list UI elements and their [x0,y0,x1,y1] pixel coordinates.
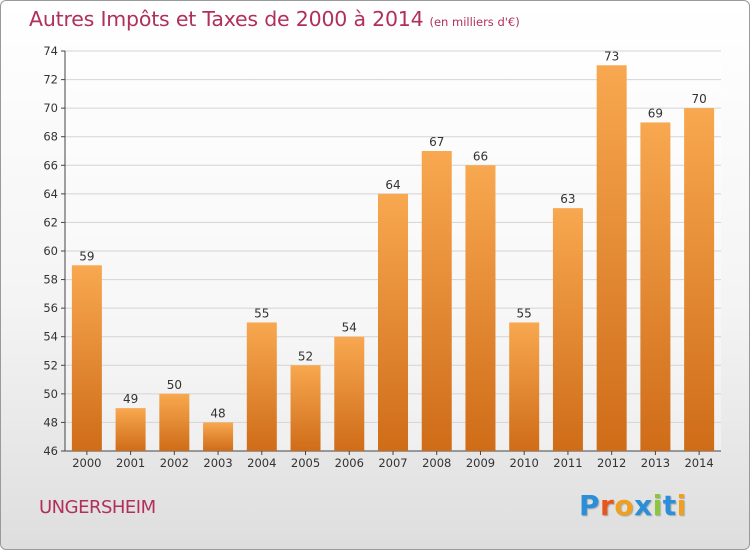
x-tick-label-2011: 2011 [553,456,582,470]
y-tick-label: 74 [43,44,58,58]
value-label-2004: 55 [254,306,269,320]
bar-2000 [71,265,102,451]
bar-2013 [640,122,671,451]
value-label-2000: 59 [79,249,94,263]
value-label-2005: 52 [298,349,313,363]
logo-letter: i [652,489,663,522]
value-label-2010: 55 [517,306,532,320]
chart-title-text: Autres Impôts et Taxes de 2000 à 2014 [29,7,424,31]
x-tick-label-2007: 2007 [378,456,407,470]
logo-letter: i [676,489,687,522]
y-tick-label: 54 [43,330,58,344]
bar-2003 [203,422,234,451]
logo-letter: r [600,489,615,522]
value-label-2013: 69 [648,106,663,120]
value-label-2006: 54 [342,321,357,335]
x-tick-label-2006: 2006 [335,456,364,470]
chart-title: Autres Impôts et Taxes de 2000 à 2014 (en… [29,7,520,31]
x-tick-label-2010: 2010 [510,456,539,470]
logo-letter: t [662,489,677,522]
x-tick-label-2002: 2002 [160,456,189,470]
x-tick-label-2001: 2001 [116,456,145,470]
x-tick-label-2012: 2012 [597,456,626,470]
y-tick-label: 72 [43,73,58,87]
bar-2012 [596,65,627,452]
x-tick-label-2005: 2005 [291,456,320,470]
y-tick-label: 50 [43,387,58,401]
value-label-2003: 48 [210,406,225,420]
x-tick-label-2009: 2009 [466,456,495,470]
data-labels: 59 49 50 48 55 52 54 64 67 66 55 63 73 69 70 [79,49,707,420]
x-tick-label-2004: 2004 [247,456,276,470]
bars [71,65,715,452]
bar-2009 [465,165,496,452]
commune-name: UNGERSHEIM [39,497,156,518]
chart-subtitle: (en milliers d'€) [429,15,520,29]
value-label-2008: 67 [429,135,444,149]
logo-letter: x [634,489,653,522]
y-tick-label: 62 [43,215,58,229]
bar-2001 [115,408,146,451]
bar-2011 [552,208,583,451]
y-tick-label: 68 [43,130,58,144]
x-tick-label-2013: 2013 [641,456,670,470]
y-tick-label: 64 [43,187,58,201]
value-label-2002: 50 [167,378,182,392]
x-tick-label-2014: 2014 [684,456,713,470]
bar-2002 [159,393,190,451]
bar-2007 [378,193,408,451]
value-label-2001: 49 [123,392,138,406]
y-tick-label: 46 [43,444,58,458]
bar-2006 [334,336,365,451]
x-tick-label-2003: 2003 [203,456,232,470]
bar-2008 [421,151,452,451]
y-tick-label: 52 [43,358,58,372]
value-label-2014: 70 [691,92,706,106]
bar-2014 [684,108,715,452]
x-tick-label-2008: 2008 [422,456,451,470]
y-tick-label: 70 [43,101,58,115]
y-tick-label: 60 [43,244,58,258]
value-label-2009: 66 [473,149,488,163]
bar-2005 [290,365,321,451]
bar-2010 [509,322,540,451]
logo-letter: o [614,489,635,522]
value-label-2011: 63 [560,192,575,206]
value-label-2007: 64 [385,178,400,192]
logo-letter: P [579,489,601,522]
y-tick-label: 58 [43,273,58,287]
y-tick-label: 66 [43,158,58,172]
bar-2004 [246,322,277,451]
y-tick-label: 48 [43,415,58,429]
x-tick-label-2000: 2000 [72,456,101,470]
proxiti-logo[interactable]: Proxiti [579,489,687,522]
value-label-2012: 73 [604,49,619,63]
y-tick-label: 56 [43,301,58,315]
